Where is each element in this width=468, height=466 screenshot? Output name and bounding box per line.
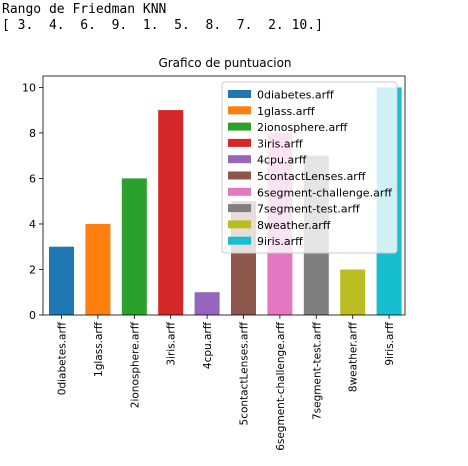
x-tick-label-2: 2ionosphere.arff [129, 321, 141, 408]
axes-group: 0 2 4 6 8 10 0diabetes.arff 1glass.arff 2ionosph… [22, 75, 406, 451]
legend: 0diabetes.arff 1glass.arff 2ionosphere.arf… [221, 81, 398, 254]
output-ranks-line: [ 3. 4. 6. 9. 1. 5. 8. 7. 2. 10.] [2, 18, 323, 33]
bar-8 [340, 269, 366, 315]
legend-swatch-3 [228, 138, 251, 147]
output-heading: Rango de Friedman KNN [2, 2, 167, 17]
legend-swatch-4 [228, 155, 251, 164]
bar-0 [49, 246, 74, 315]
x-tick-label-6: 6segment-challenge.arff [275, 321, 287, 451]
legend-label-7: 7segment-test.arff [257, 203, 360, 216]
legend-swatch-2 [228, 122, 251, 131]
x-tick-label-1: 1glass.arff [93, 321, 105, 377]
chart-title: Grafico de puntuacion [158, 56, 291, 70]
legend-swatch-1 [228, 106, 251, 115]
y-tick-label-0: 0 [29, 309, 36, 322]
legend-swatch-7 [228, 204, 251, 213]
x-tick-label-5: 5contactLenses.arff [239, 321, 251, 425]
plot-frame [42, 75, 406, 316]
legend-label-8: 8weather.arff [257, 219, 331, 232]
x-tick-label-4: 4cpu.arff [202, 321, 214, 369]
x-tick-label-3: 3iris.arff [166, 321, 178, 365]
legend-label-6: 6segment-challenge.arff [257, 186, 392, 199]
x-tick-label-9: 9iris.arff [384, 321, 396, 365]
x-tick-label-0: 0diabetes.arff [57, 321, 69, 395]
bar-2 [121, 178, 147, 315]
legend-label-0: 0diabetes.arff [257, 89, 334, 102]
bar-3 [158, 110, 184, 315]
legend-swatch-9 [228, 236, 251, 245]
legend-label-5: 5contactLenses.arff [257, 170, 366, 183]
y-tick-label-4: 8 [29, 127, 36, 140]
y-tick-label-5: 10 [22, 81, 36, 94]
legend-swatch-0 [228, 90, 251, 98]
legend-label-1: 1glass.arff [257, 105, 315, 118]
legend-label-2: 2ionosphere.arff [257, 121, 348, 134]
legend-label-3: 3iris.arff [257, 137, 303, 150]
y-tick-label-2: 4 [29, 218, 36, 231]
x-tick-label-8: 8weather.arff [348, 321, 360, 392]
legend-swatch-5 [228, 171, 251, 180]
y-tick-label-3: 6 [29, 172, 36, 185]
bar-4 [194, 292, 220, 315]
legend-swatch-8 [228, 220, 251, 229]
legend-label-4: 4cpu.arff [257, 154, 307, 167]
legend-box [221, 81, 398, 254]
x-tick-label-7: 7segment-test.arff [311, 321, 323, 420]
legend-swatch-6 [228, 187, 251, 196]
bar-1 [85, 224, 111, 315]
y-tick-label-1: 2 [29, 263, 36, 276]
legend-label-9: 9iris.arff [257, 235, 303, 248]
